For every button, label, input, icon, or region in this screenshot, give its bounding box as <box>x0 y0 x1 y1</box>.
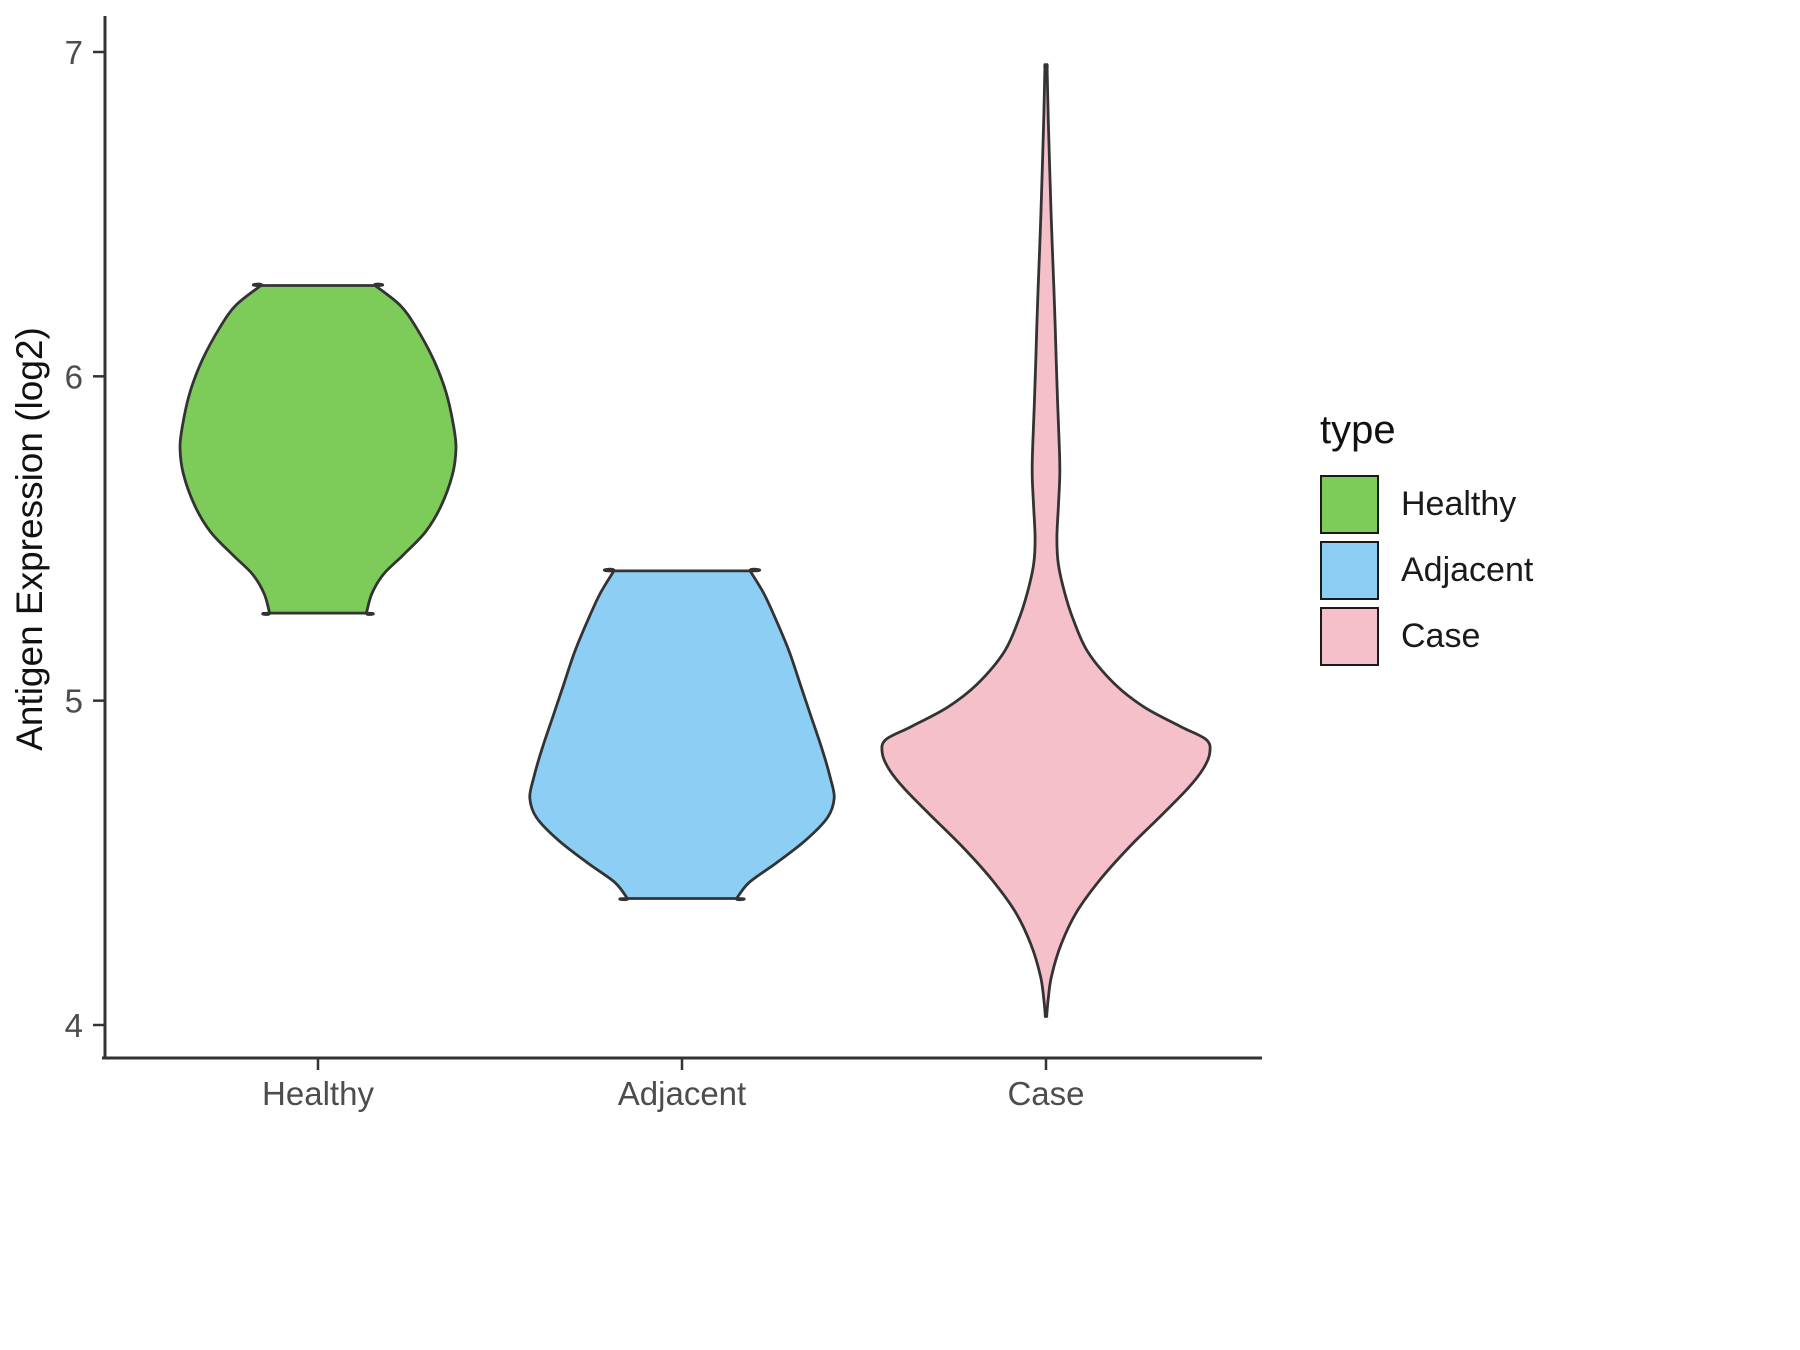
y-axis-title: Antigen Expression (log2) <box>9 327 50 751</box>
legend-key-adjacent <box>1320 541 1379 600</box>
legend-entry: Case <box>1320 607 1533 666</box>
legend: type Healthy Adjacent Case <box>1320 408 1533 673</box>
violin-healthy <box>178 282 458 616</box>
y-tick-label: 4 <box>65 1007 83 1044</box>
y-tick-label: 6 <box>65 358 83 395</box>
legend-label-adjacent: Adjacent <box>1401 551 1534 589</box>
violin-case <box>880 63 1212 1018</box>
legend-title: type <box>1320 408 1396 452</box>
x-axis-label-adjacent: Adjacent <box>618 1075 746 1112</box>
violin-adjacent <box>528 567 836 902</box>
y-tick-label: 7 <box>65 34 83 71</box>
x-axis-label-case: Case <box>1007 1075 1084 1112</box>
legend-label-healthy: Healthy <box>1401 485 1517 523</box>
legend-entry: Healthy <box>1320 475 1533 534</box>
x-axis-label-healthy: Healthy <box>262 1075 374 1112</box>
legend-entries: Healthy Adjacent Case <box>1320 475 1533 666</box>
legend-entry: Adjacent <box>1320 541 1533 600</box>
legend-key-case <box>1320 607 1379 666</box>
legend-label-case: Case <box>1401 617 1481 655</box>
y-tick-label: 5 <box>65 683 83 720</box>
legend-key-healthy <box>1320 475 1379 534</box>
